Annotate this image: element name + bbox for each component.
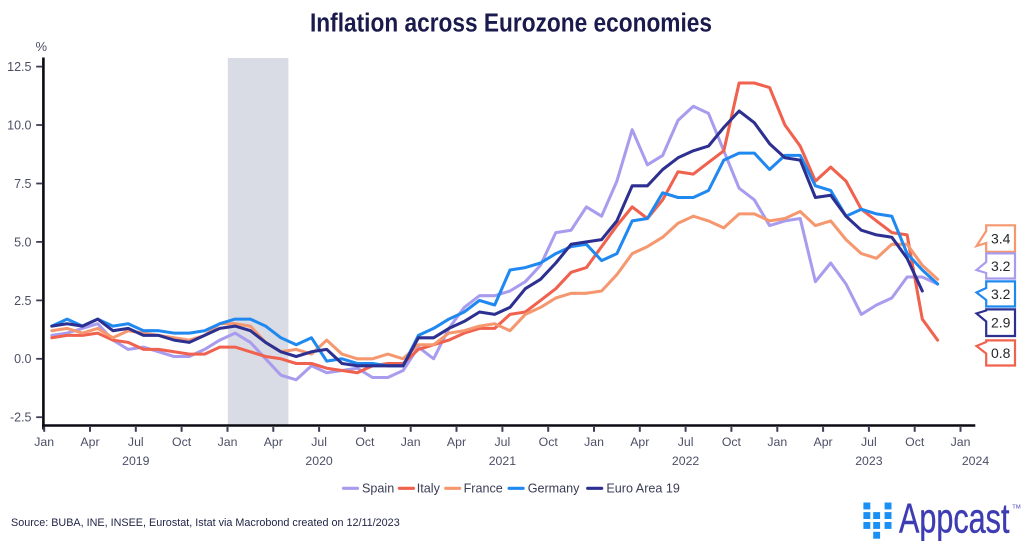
svg-text:0.8: 0.8 bbox=[991, 345, 1011, 361]
svg-text:%: % bbox=[35, 39, 47, 54]
svg-text:Jan: Jan bbox=[401, 435, 421, 449]
svg-text:Oct: Oct bbox=[722, 435, 742, 449]
svg-text:12.5: 12.5 bbox=[7, 60, 31, 74]
svg-text:Euro Area 19: Euro Area 19 bbox=[606, 481, 680, 495]
svg-text:Oct: Oct bbox=[172, 435, 192, 449]
svg-text:Apr: Apr bbox=[447, 435, 466, 449]
svg-text:3.2: 3.2 bbox=[991, 286, 1011, 302]
svg-text:-2.5: -2.5 bbox=[10, 411, 32, 425]
svg-text:Oct: Oct bbox=[539, 435, 559, 449]
svg-text:3.2: 3.2 bbox=[991, 258, 1011, 274]
svg-text:Jan: Jan bbox=[951, 435, 971, 449]
svg-text:2.9: 2.9 bbox=[991, 315, 1011, 331]
svg-text:2023: 2023 bbox=[855, 454, 883, 468]
svg-text:Jul: Jul bbox=[495, 435, 511, 449]
svg-text:Apr: Apr bbox=[80, 435, 99, 449]
svg-text:10.0: 10.0 bbox=[7, 118, 31, 132]
svg-text:Jan: Jan bbox=[218, 435, 238, 449]
svg-text:Inflation across Eurozone econ: Inflation across Eurozone economies bbox=[310, 10, 712, 38]
svg-text:Jul: Jul bbox=[861, 435, 877, 449]
svg-text:Germany: Germany bbox=[528, 481, 580, 495]
svg-text:France: France bbox=[464, 481, 503, 495]
svg-text:Apr: Apr bbox=[814, 435, 833, 449]
svg-text:Spain: Spain bbox=[362, 481, 394, 495]
svg-text:TM: TM bbox=[1012, 504, 1021, 510]
svg-text:Jan: Jan bbox=[34, 435, 54, 449]
svg-text:2022: 2022 bbox=[672, 454, 700, 468]
svg-text:2.5: 2.5 bbox=[14, 294, 31, 308]
svg-text:0.0: 0.0 bbox=[14, 352, 31, 366]
svg-text:Jul: Jul bbox=[311, 435, 327, 449]
svg-text:Oct: Oct bbox=[905, 435, 925, 449]
svg-text:Source: BUBA, INE, INSEE, Euro: Source: BUBA, INE, INSEE, Eurostat, Ista… bbox=[11, 517, 400, 529]
svg-text:2021: 2021 bbox=[489, 454, 517, 468]
svg-text:Apr: Apr bbox=[630, 435, 649, 449]
svg-text:5.0: 5.0 bbox=[14, 235, 31, 249]
svg-text:Italy: Italy bbox=[417, 481, 441, 495]
svg-text:Jan: Jan bbox=[767, 435, 787, 449]
svg-text:3.4: 3.4 bbox=[991, 231, 1011, 247]
svg-text:Oct: Oct bbox=[355, 435, 375, 449]
svg-text:Apr: Apr bbox=[264, 435, 283, 449]
svg-text:Jul: Jul bbox=[678, 435, 694, 449]
svg-text:2024: 2024 bbox=[962, 454, 990, 468]
svg-text:2020: 2020 bbox=[305, 454, 333, 468]
svg-text:Jul: Jul bbox=[128, 435, 144, 449]
svg-text:Appcast: Appcast bbox=[899, 495, 1009, 541]
svg-text:2019: 2019 bbox=[122, 454, 150, 468]
svg-text:7.5: 7.5 bbox=[14, 177, 31, 191]
svg-text:Jan: Jan bbox=[584, 435, 604, 449]
